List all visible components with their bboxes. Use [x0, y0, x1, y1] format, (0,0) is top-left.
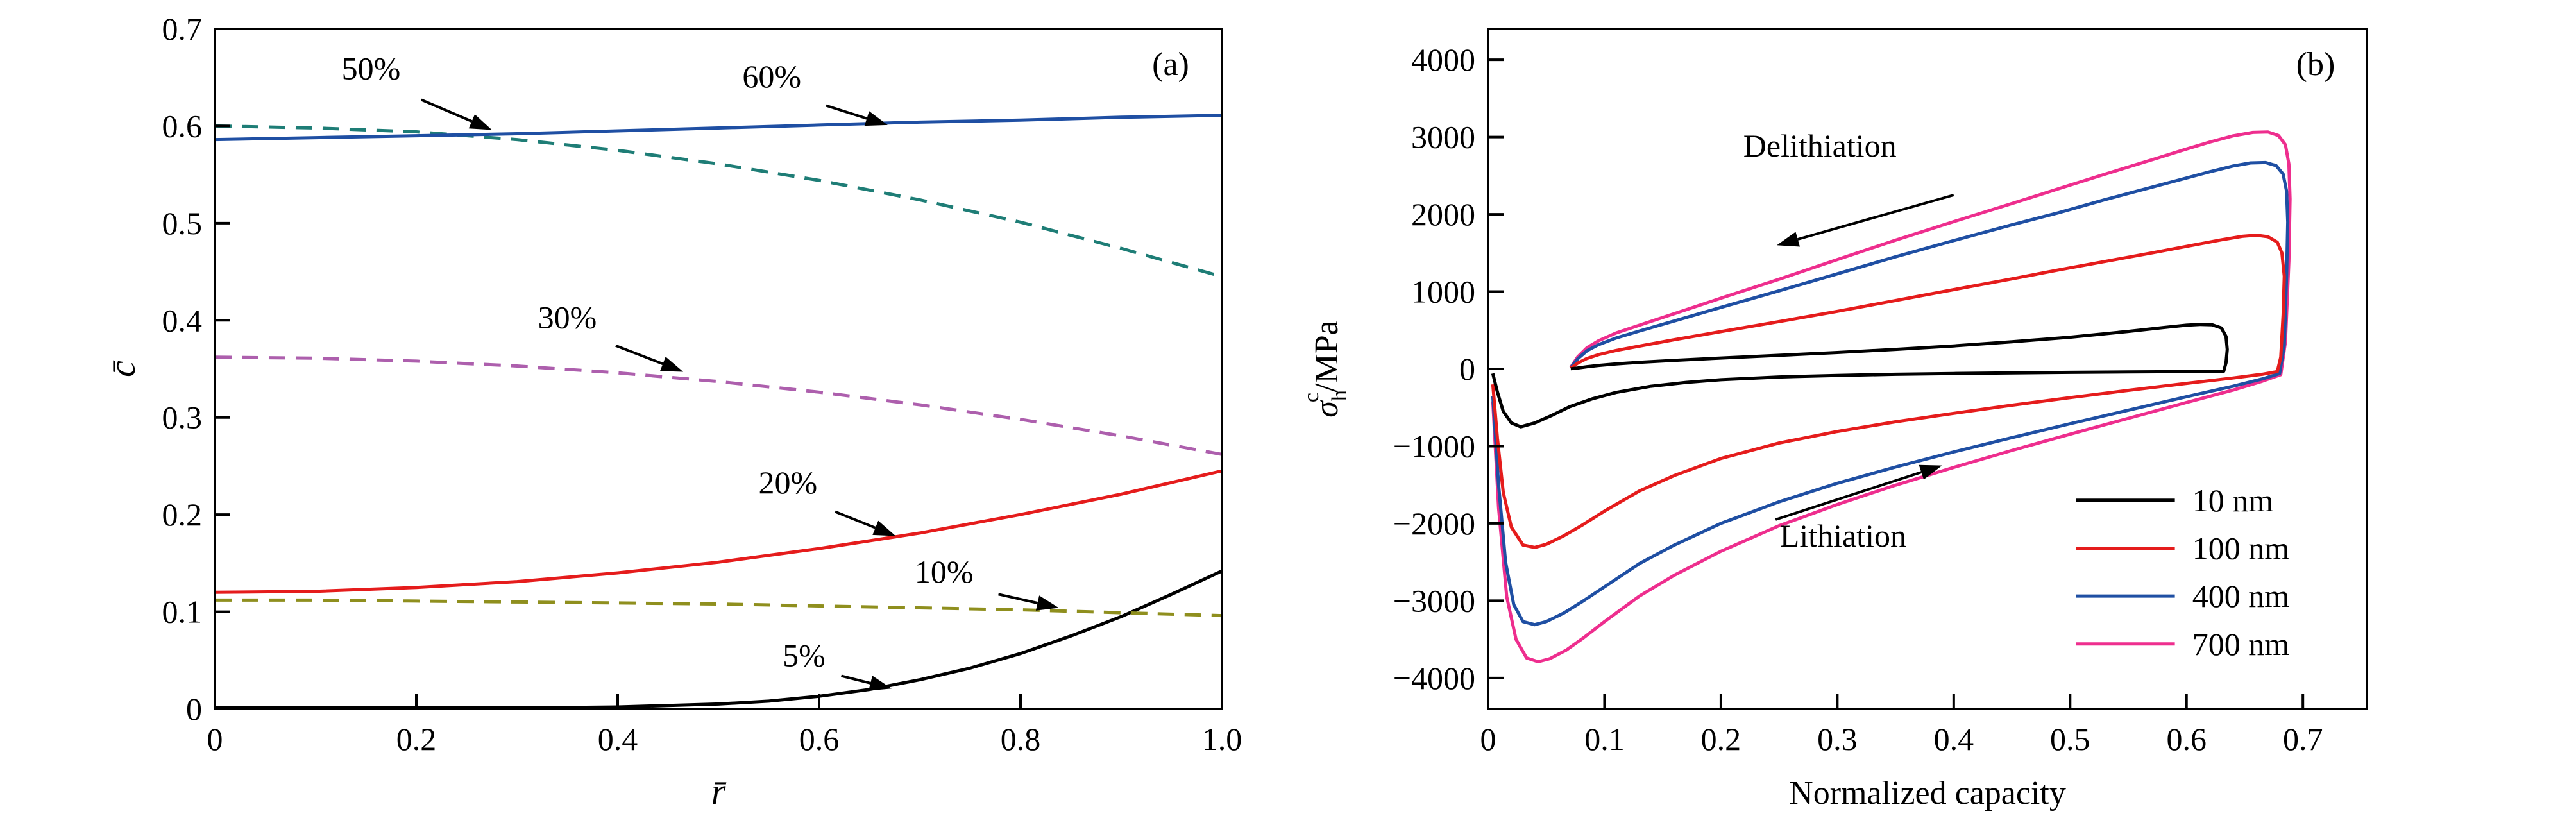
- legend-label: 10 nm: [2192, 482, 2274, 518]
- series-10 nm: [1491, 323, 2229, 429]
- annotation-arrowhead: [660, 357, 684, 372]
- x-tick-label: 0: [207, 721, 223, 757]
- series-5%: [215, 569, 1223, 710]
- panel-b: 0 0.1 0.2 0.3 0.4 0.5 0.6 0.7 −4000 −3000 −2000 −10…: [1300, 28, 2368, 812]
- annotation-arrowhead: [1919, 464, 1942, 480]
- x-tick-label: 0.4: [1934, 721, 1974, 757]
- annotation-arrow: [615, 344, 664, 366]
- annotation-arrowhead: [869, 676, 892, 691]
- y-tick-label: 2000: [1411, 196, 1475, 232]
- x-tick-label: 0.2: [396, 721, 437, 757]
- y-tick-label: 1000: [1411, 274, 1475, 310]
- annotation-label: 5%: [783, 637, 826, 673]
- legend-label: 400 nm: [2192, 578, 2290, 614]
- x-tick-label: 0.1: [1584, 721, 1625, 757]
- annotation-arrow: [1797, 194, 1954, 241]
- annotation-arrow: [421, 98, 473, 123]
- y-tick-label: 0.6: [162, 108, 203, 144]
- x-tick-label: 0.3: [1817, 721, 1858, 757]
- y-tick-label: 0: [1459, 351, 1475, 387]
- series-400 nm: [1491, 160, 2290, 627]
- annotation-arrow: [841, 674, 871, 685]
- x-axis-label: r̄: [711, 770, 727, 812]
- y-tick-label: 0.4: [162, 302, 203, 338]
- x-tick-label: 0.7: [2283, 721, 2323, 757]
- y-tick-label: 0.5: [162, 205, 203, 241]
- y-tick-label: −1000: [1393, 428, 1475, 464]
- x-tick-label: 1.0: [1202, 721, 1242, 757]
- legend-label: 100 nm: [2192, 531, 2290, 566]
- x-tick-label: 0.4: [598, 721, 638, 757]
- y-tick-label: 0.7: [162, 11, 203, 47]
- annotation-arrow: [1775, 471, 1922, 521]
- plot-border: [214, 28, 1223, 710]
- y-tick-label: −2000: [1393, 506, 1475, 541]
- series-20%: [214, 469, 1223, 594]
- annotation-arrow: [826, 104, 867, 120]
- panel-a: 0 0.2 0.4 0.6 0.8 1.0 0 0.1 0.2 0.3 0.4 0.5 0.6 0.7 50…: [101, 11, 1242, 812]
- y-axis-label: c̄: [101, 360, 143, 377]
- series-100 nm: [1491, 234, 2286, 549]
- x-axis-label: Normalized capacity: [1789, 775, 2066, 812]
- panel-letter: (b): [2296, 46, 2335, 83]
- y-tick-label: 0.3: [162, 400, 203, 436]
- series-700 nm: [1491, 130, 2292, 663]
- annotation-arrow: [998, 593, 1038, 604]
- annotation-label: 50%: [342, 51, 401, 87]
- panel-letter: (a): [1152, 46, 1189, 83]
- annotation-label: 10%: [915, 554, 974, 590]
- x-tick-label: 0.6: [799, 721, 840, 757]
- x-tick-label: 0.5: [2050, 721, 2090, 757]
- annotation-label: 60%: [742, 58, 801, 94]
- annotation-label: Delithiation: [1743, 128, 1897, 164]
- annotation-arrowhead: [864, 111, 888, 126]
- series-10%: [215, 598, 1223, 618]
- y-tick-label: 0: [186, 691, 202, 727]
- y-tick-label: 3000: [1411, 119, 1475, 155]
- annotation-arrowhead: [1777, 232, 1800, 247]
- y-tick-label: −4000: [1393, 660, 1475, 696]
- x-tick-label: 0.8: [1001, 721, 1041, 757]
- annotation-label: 20%: [758, 464, 817, 500]
- x-tick-label: 0: [1480, 721, 1496, 757]
- y-axis-label: σhc/MPa: [1300, 320, 1352, 417]
- annotation-arrowhead: [468, 114, 492, 130]
- annotation-arrowhead: [1035, 595, 1059, 611]
- annotation-label: Lithiation: [1780, 518, 1906, 554]
- annotation-arrowhead: [872, 520, 896, 536]
- annotation-label: 30%: [538, 299, 597, 335]
- series-50%: [214, 124, 1223, 278]
- legend: 10 nm 100 nm 400 nm 700 nm: [2076, 482, 2289, 662]
- legend-label: 700 nm: [2192, 626, 2290, 662]
- y-tick-label: 0.2: [162, 497, 203, 532]
- y-tick-label: −3000: [1393, 583, 1475, 618]
- y-tick-label: 4000: [1411, 42, 1475, 78]
- y-tick-label: 0.1: [162, 594, 203, 630]
- x-tick-label: 0.2: [1701, 721, 1741, 757]
- annotation-arrow: [835, 510, 876, 529]
- x-tick-label: 0.6: [2166, 721, 2207, 757]
- series-60%: [214, 114, 1223, 142]
- series-30%: [214, 355, 1223, 456]
